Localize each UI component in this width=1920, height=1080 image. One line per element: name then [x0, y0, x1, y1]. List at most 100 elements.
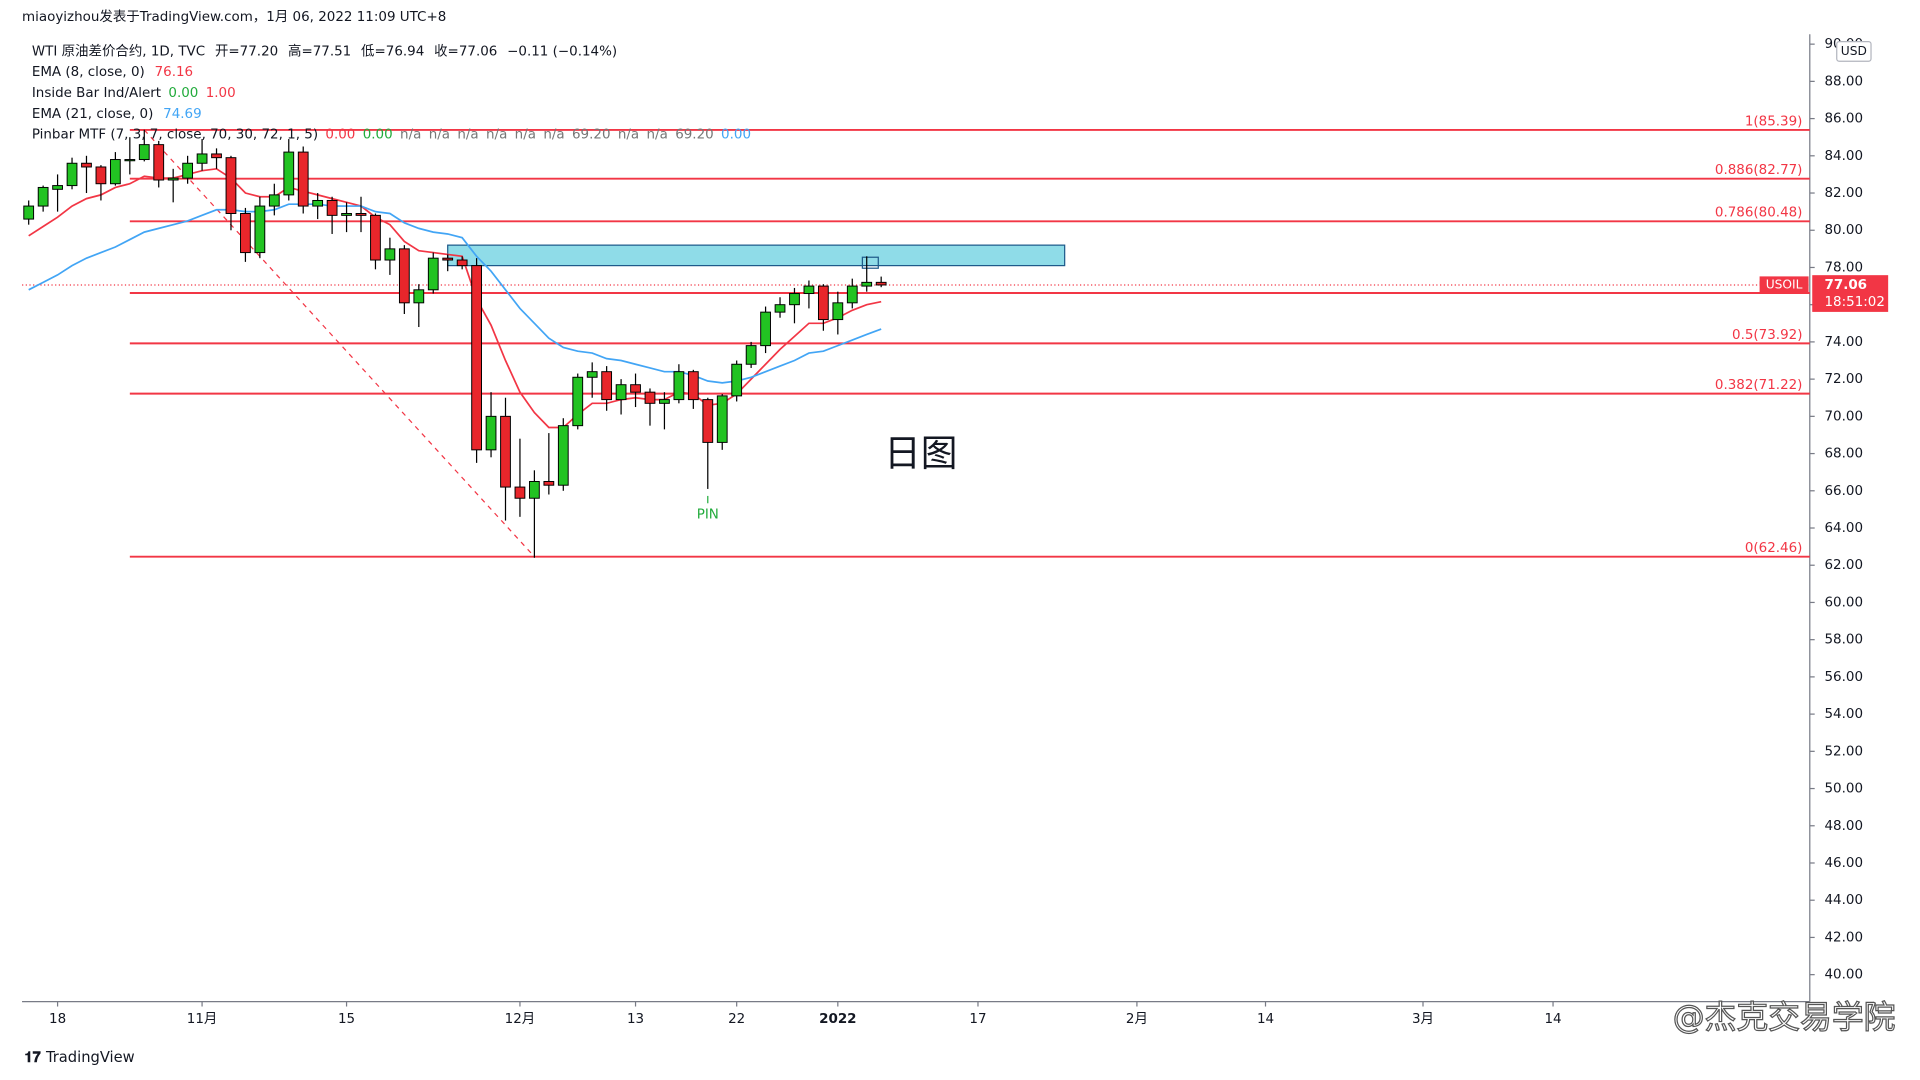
legend-indicator-value: 69.20 [572, 128, 611, 143]
candle-body [268, 194, 280, 207]
legend-indicator-value: 1.00 [206, 86, 236, 101]
candle-body [745, 345, 757, 365]
y-tick-label: 70.00 [1824, 409, 1863, 424]
candle-body [644, 391, 656, 404]
candle-body [500, 415, 511, 488]
candle-body [702, 399, 714, 443]
candle-body [66, 162, 78, 187]
candle-body [52, 185, 63, 190]
countdown: 18:51:02 [1824, 295, 1884, 310]
candle-body [861, 281, 873, 287]
candle-body [240, 213, 251, 254]
y-tick-label: 82.00 [1824, 186, 1863, 201]
legend-indicator-value: n/a [543, 128, 564, 143]
y-tick-label: 74.00 [1824, 335, 1863, 350]
legend-value: 收=77.06 [434, 43, 497, 59]
candle-body [95, 166, 107, 185]
y-tick-label: 84.00 [1824, 149, 1863, 164]
candle-body [182, 162, 194, 179]
x-tick-label: 3月 [1412, 1012, 1434, 1027]
candle-body [875, 281, 887, 286]
candle-body [789, 293, 800, 306]
legend-ema-name: EMA (8, close, 0) [32, 65, 145, 80]
fib-label: 0.382(71.22) [1715, 378, 1803, 393]
legend-indicator-name: Inside Bar Ind/Alert [32, 86, 161, 101]
y-tick-label: 52.00 [1824, 744, 1863, 759]
legend-value: −0.11 (−0.14%) [507, 44, 617, 59]
legend-indicator-value: 0.00 [363, 128, 393, 143]
candle-body [427, 257, 439, 291]
legend-ema-name: EMA (21, close, 0) [32, 107, 154, 122]
legend-ema: EMA (8, close, 0) 76.16 [32, 65, 193, 80]
y-tick-label: 40.00 [1824, 968, 1863, 983]
legend-main: WTI 原油差价合约, 1D, TVC 开=77.20 高=77.51 低=76.94… [32, 42, 617, 59]
legend-indicator: Pinbar MTF (7, 3, 7, close, 70, 30, 72, … [32, 128, 751, 143]
fib-label: 0.5(73.92) [1732, 328, 1802, 343]
candle-body [803, 285, 815, 295]
y-tick-label: 62.00 [1824, 558, 1863, 573]
legend-indicator-value: n/a [647, 128, 668, 143]
candle-body [23, 205, 35, 220]
candle-body [760, 311, 771, 347]
legend-indicator-value: 0.00 [721, 128, 751, 143]
candle-body [413, 289, 425, 304]
candle-body [630, 384, 641, 393]
candle-body [283, 151, 295, 196]
publisher: miaoyizhou发表于TradingView.com，1月 06, 2022… [22, 9, 446, 25]
y-tick-label: 50.00 [1824, 782, 1863, 797]
candle-body [153, 144, 165, 181]
x-tick-label: 18 [49, 1012, 66, 1027]
fib-label: 0.786(80.48) [1715, 206, 1803, 221]
candle-body [673, 371, 685, 401]
fib-label: 0(62.46) [1745, 541, 1803, 556]
candle-body [774, 304, 786, 313]
candle-body [398, 248, 410, 304]
candle-body [312, 199, 324, 207]
y-tick-label: 68.00 [1824, 447, 1863, 462]
y-tick-label: 66.00 [1824, 484, 1863, 499]
candle-body [659, 399, 670, 404]
y-tick-label: 88.00 [1824, 74, 1863, 89]
y-tick-label: 64.00 [1824, 521, 1863, 536]
candle-body [370, 214, 381, 261]
x-tick-label: 22 [728, 1012, 745, 1027]
candle-body [326, 199, 338, 216]
legend-ema-value: 76.16 [155, 65, 194, 80]
currency-label: USD [1841, 44, 1867, 58]
legend-indicator-name: Pinbar MTF (7, 3, 7, close, 70, 30, 72, … [32, 128, 318, 143]
fib-trend-line [143, 129, 535, 558]
annotation: 日图 [884, 432, 957, 475]
legend-indicator-value: n/a [486, 128, 507, 143]
brand: 𝟏𝟕 TradingView [24, 1049, 134, 1066]
legend-ema: EMA (21, close, 0) 74.69 [32, 107, 202, 122]
y-tick-label: 72.00 [1824, 372, 1863, 387]
x-tick-label: 2022 [819, 1012, 856, 1027]
legend-value: 高=77.51 [288, 42, 351, 59]
x-tick-label: 13 [627, 1012, 644, 1027]
zone [861, 256, 879, 269]
candle-body [817, 285, 829, 321]
legend-indicator: Inside Bar Ind/Alert 0.00 1.00 [32, 86, 236, 101]
candle-body [557, 425, 569, 486]
y-tick-label: 56.00 [1824, 670, 1863, 685]
candle-body [124, 159, 136, 162]
price-label: 77.06 [1824, 278, 1867, 293]
candle-body [138, 144, 150, 161]
legend-indicator-value: n/a [429, 128, 450, 143]
watermark: @杰克交易学院 [1673, 998, 1896, 1036]
brand-logo: 𝟏𝟕 [24, 1049, 45, 1066]
candle-body [196, 153, 208, 164]
candle-body [355, 213, 367, 216]
legend-ema-value: 74.69 [163, 107, 202, 122]
candle-body [601, 371, 613, 401]
y-tick-label: 86.00 [1824, 112, 1863, 127]
symbol-box [1759, 276, 1809, 294]
legend-value: 低=76.94 [361, 43, 424, 59]
currency-box [1836, 41, 1872, 62]
x-tick-label: 17 [969, 1012, 986, 1027]
candle-body [485, 415, 497, 451]
legend-indicator-value: n/a [400, 128, 421, 143]
zone [447, 244, 1066, 267]
